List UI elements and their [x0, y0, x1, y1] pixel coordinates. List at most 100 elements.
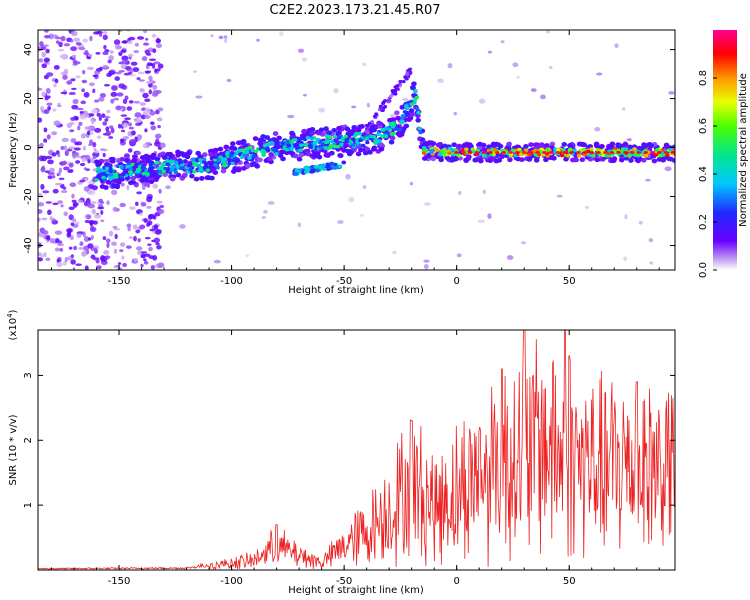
snr-scale-exponent: 4 — [6, 313, 14, 318]
spectrogram-noise-cell — [423, 259, 430, 263]
spectrogram-noise-cell — [110, 91, 118, 97]
spectrogram-noise-cell — [124, 95, 129, 100]
spectrogram-noise-cell — [256, 38, 260, 42]
spectrogram-noise-cell — [54, 230, 63, 235]
spectrogram-band-cell — [648, 143, 654, 149]
spectrogram-band-cell — [202, 152, 208, 158]
spectrogram-band-cell — [376, 120, 382, 126]
spectrogram-noise-cell — [119, 249, 124, 252]
spectrogram-noise-cell — [58, 41, 63, 48]
spectrogram-band-cell — [205, 168, 211, 172]
spectrogram-noise-cell — [60, 91, 68, 95]
spectrogram-tail-cell — [403, 75, 408, 79]
spectrogram-noise-cell — [76, 107, 84, 111]
spectrogram-band-cell — [447, 151, 452, 155]
spectrogram-noise-cell — [76, 233, 82, 238]
spectrogram-noise-cell — [98, 116, 102, 121]
spectrogram-noise-cell — [54, 78, 59, 84]
spectrogram-noise-cell — [67, 169, 74, 173]
spectrogram-y-tick-label: -40 — [23, 237, 34, 253]
spectrogram-noise-cell — [146, 182, 151, 188]
spectrogram-band-cell — [343, 134, 348, 139]
spectrogram-band-cell — [250, 148, 255, 153]
spectrogram-noise-cell — [52, 202, 59, 206]
spectrogram-noise-cell — [128, 236, 133, 239]
spectrogram-band-cell — [271, 147, 276, 152]
snr-y-tick-label: 2 — [23, 437, 34, 443]
spectrogram-noise-cell — [87, 215, 91, 219]
spectrogram-band-cell — [476, 145, 483, 150]
spectrogram-noise-cell — [98, 33, 103, 37]
spectrogram-noise-cell — [110, 127, 115, 134]
spectrogram-noise-cell — [51, 152, 57, 157]
spectrogram-tail-cell — [372, 114, 377, 119]
spectrogram-band-cell — [96, 166, 101, 171]
spectrogram-band-cell — [332, 135, 338, 139]
spectrogram-noise-cell — [72, 98, 79, 105]
spectrogram-noise-cell — [128, 71, 132, 75]
spectrogram-noise-cell — [135, 201, 139, 206]
spectrogram-band-cell — [350, 128, 357, 134]
spectrogram-noise-cell — [60, 35, 66, 42]
spectrogram-noise-cell — [42, 190, 50, 194]
spectrogram-panel: -150 -100 -50 0 50 -40 -20 0 20 40 Height of stra… — [8, 29, 676, 296]
spectrogram-band-cell — [460, 148, 465, 152]
spectrogram-noise-cell — [77, 125, 81, 131]
spectrogram-noise-cell — [98, 97, 105, 102]
spectrogram-noise-cell — [124, 117, 132, 121]
spectrogram-band-cell — [218, 155, 223, 159]
spectrogram-band-cell — [298, 152, 305, 158]
spectrogram-noise-cell — [78, 246, 84, 250]
spectrogram-band-cell — [414, 95, 420, 100]
spectrogram-band-cell — [128, 180, 134, 186]
spectrogram-noise-cell — [155, 242, 160, 246]
spectrogram-band-cell — [463, 157, 469, 163]
snr-x-axis-label: Height of straight line (km) — [288, 585, 424, 596]
spectrogram-noise-cell — [150, 125, 157, 131]
spectrogram-noise-cell — [49, 215, 53, 221]
spectrogram-band-cell — [192, 169, 197, 174]
spectrogram-noise-cell — [512, 62, 519, 68]
spectrogram-noise-cell — [668, 91, 675, 95]
spectrogram-branch-cell — [332, 165, 338, 170]
spectrogram-noise-cell — [106, 242, 110, 249]
spectrogram-band-cell — [235, 158, 241, 163]
spectrogram-noise-cell — [133, 50, 140, 54]
spectrogram-noise-cell — [108, 230, 114, 237]
spectrogram-band-cell — [278, 144, 283, 149]
spectrogram-noise-cell — [102, 51, 109, 56]
spectrogram-noise-cell — [114, 44, 121, 50]
spectrogram-branch-cell — [321, 163, 327, 168]
spectrogram-band-cell — [388, 139, 395, 145]
spectrogram-band-cell — [477, 141, 483, 147]
spectrogram-band-cell — [289, 130, 295, 136]
spectrogram-noise-cell — [223, 35, 228, 39]
spectrogram-band-cell — [430, 156, 437, 162]
spectrogram-branch-cell — [313, 165, 319, 170]
spectrogram-band-cell — [415, 117, 421, 123]
spectrogram-noise-cell — [113, 39, 121, 46]
spectrogram-noise-cell — [144, 98, 151, 103]
spectrogram-band-cell — [299, 143, 304, 148]
spectrogram-noise-cell — [594, 127, 601, 132]
spectrogram-band-cell — [272, 131, 279, 136]
snr-x-tick-label: 50 — [563, 576, 576, 587]
spectrogram-noise-cell — [70, 222, 75, 226]
spectrogram-band-cell — [495, 142, 502, 148]
spectrogram-band-cell — [134, 172, 140, 177]
spectrogram-x-axis-label: Height of straight line (km) — [288, 285, 424, 296]
spectrogram-branch-cell — [337, 164, 343, 169]
spectrogram-noise-cell — [57, 200, 64, 204]
spectrogram-band-cell — [595, 148, 601, 152]
spectrogram-band-cell — [274, 140, 281, 146]
spectrogram-band-cell — [640, 157, 647, 163]
spectrogram-band-cell — [260, 149, 265, 154]
spectrogram-band-cell — [125, 164, 131, 169]
spectrogram-noise-cell — [128, 138, 137, 145]
spectrogram-noise-cell — [389, 113, 396, 119]
spectrogram-band-cell — [204, 175, 211, 181]
spectrogram-noise-cell — [88, 82, 95, 87]
spectrogram-noise-cell — [79, 162, 86, 167]
spectrogram-noise-cell — [45, 257, 51, 261]
spectrogram-band-cell — [108, 168, 113, 173]
